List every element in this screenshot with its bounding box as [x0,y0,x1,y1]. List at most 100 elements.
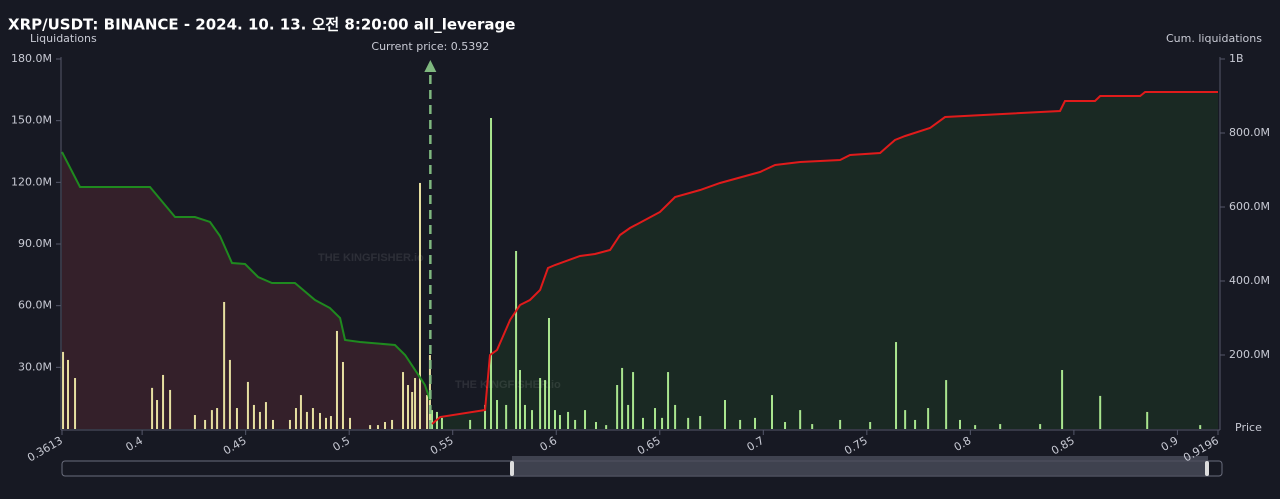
bar [299,395,302,429]
bar [496,400,499,429]
bar [687,417,690,429]
bar [391,419,394,429]
bar [271,419,274,429]
bar [904,410,907,429]
bar [754,417,757,429]
y-tick-label: 180.0M [11,52,52,65]
bar [246,381,249,429]
bar [62,351,65,429]
bar [169,389,172,429]
bar [67,359,70,429]
bar [974,425,977,429]
bar [402,372,405,429]
bar [384,422,387,429]
bar [914,419,917,429]
bar [204,419,207,429]
bar [235,408,238,429]
bar [895,342,898,429]
bar [264,402,267,429]
bar [654,408,657,429]
bar [799,410,802,429]
bar [324,417,327,429]
bar [519,370,522,429]
bar [595,422,598,429]
bar [739,419,742,429]
cumulative-line [431,91,1218,425]
bar [431,410,434,429]
bar [642,417,645,429]
y2-tick-label: 1B [1229,52,1244,65]
bar [258,411,261,429]
current-price-label: Current price: 0.5392 [371,40,489,53]
bar [369,425,372,429]
bar [376,425,379,429]
bar [162,374,165,429]
bar [584,410,587,429]
y-tick-label: 30.0M [18,360,52,373]
bar [1039,424,1042,429]
bar [547,318,550,429]
bar [411,392,414,429]
bar [616,385,619,429]
bar [1146,411,1149,429]
y2-tick-label: 600.0M [1229,200,1270,213]
bar [216,408,219,429]
bar [632,372,635,429]
area-fill [432,92,1218,429]
bar [811,424,814,429]
bar [574,419,577,429]
bar [661,417,664,429]
watermark: THE KINGFISHER.io [318,252,424,264]
bar [440,417,443,429]
scroll-handle[interactable] [1205,461,1209,476]
scroll-window[interactable] [512,456,1208,476]
bar [490,117,493,429]
x-axis-label: Price [1235,421,1262,434]
bar [288,419,291,429]
bar [341,361,344,429]
bar [484,404,487,429]
y2-axis-label: Cum. liquidations [1166,32,1262,45]
bar [74,378,77,429]
current-price-arrow [424,60,437,72]
plot-area [61,91,1218,429]
bar [1099,395,1102,429]
bar [1061,370,1064,429]
bar [505,404,508,429]
bar [945,380,948,429]
bar [294,408,297,429]
bar [223,301,226,429]
bar [156,400,159,429]
y-tick-label: 120.0M [11,175,52,188]
y2-tick-label: 400.0M [1229,274,1270,287]
bar [567,411,570,429]
bar [627,404,630,429]
bar [723,400,726,429]
bar [193,415,196,429]
bar [699,416,702,429]
y-tick-label: 60.0M [18,299,52,312]
bar [228,359,231,429]
bar [311,408,314,429]
chart-title: XRP/USDT: BINANCE - 2024. 10. 13. 오전 8:2… [8,16,515,34]
bar [305,411,308,429]
bar [539,378,542,429]
y2-tick-label: 800.0M [1229,126,1270,139]
scrollbar[interactable] [61,456,1223,477]
bar [605,425,608,429]
scroll-handle[interactable] [510,461,514,476]
bar [349,417,352,429]
bar [544,380,547,429]
bar [414,378,417,429]
bar [210,410,213,429]
bar [335,330,338,429]
y-tick-label: 150.0M [11,114,52,127]
y-axis-label: Liquidations [30,32,97,45]
y-tick-label: 90.0M [18,237,52,250]
bar [554,410,557,429]
bar [839,419,842,429]
bar [927,408,930,429]
bar [959,419,962,429]
bar [999,424,1002,429]
